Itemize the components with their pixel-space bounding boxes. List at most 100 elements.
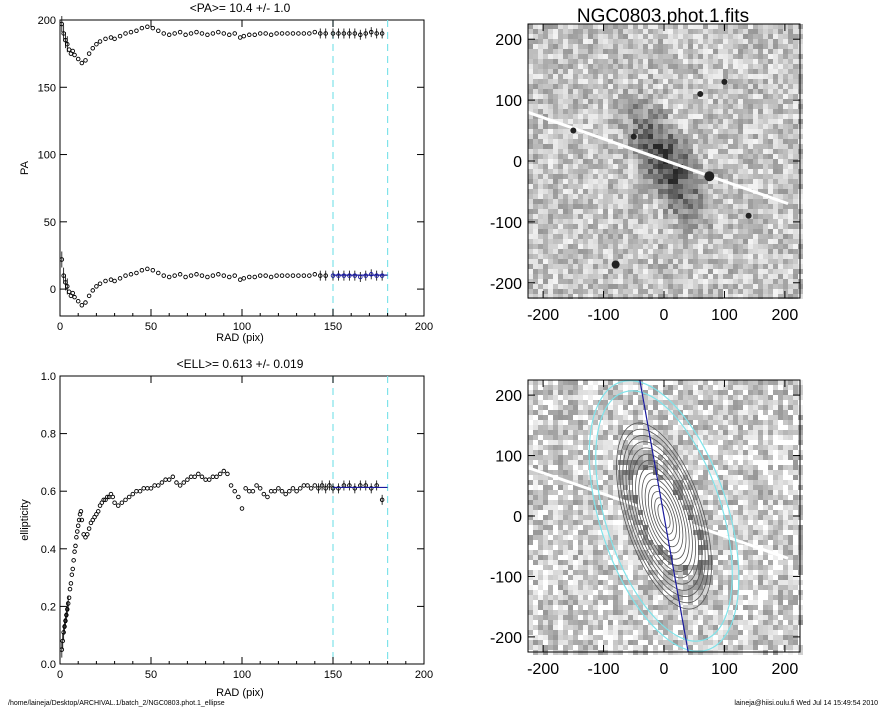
image-pixel <box>713 400 718 405</box>
image-pixel <box>583 415 588 420</box>
image-pixel <box>628 114 633 119</box>
image-pixel <box>528 104 533 109</box>
image-pixel <box>668 525 673 530</box>
image-pixel <box>763 219 768 224</box>
image-pixel <box>778 119 783 124</box>
image-pixel <box>618 149 623 154</box>
image-pixel <box>653 99 658 104</box>
image-pixel <box>763 269 768 274</box>
image-pixel <box>528 24 533 29</box>
image-pixel <box>678 134 683 139</box>
image-pixel <box>668 254 673 259</box>
image-pixel <box>613 500 618 505</box>
image-pixel <box>783 264 788 269</box>
image-pixel <box>568 49 573 54</box>
image-pixel <box>558 545 563 550</box>
image-pixel <box>588 505 593 510</box>
image-pixel <box>793 490 798 495</box>
image-pixel <box>558 455 563 460</box>
image-pixel <box>658 109 663 114</box>
image-pixel <box>698 415 703 420</box>
image-pixel <box>773 460 778 465</box>
image-pixel <box>583 164 588 169</box>
image-pixel <box>683 214 688 219</box>
image-pixel <box>683 264 688 269</box>
image-pixel <box>763 249 768 254</box>
image-pixel <box>743 219 748 224</box>
image-pixel <box>598 89 603 94</box>
image-pixel <box>783 214 788 219</box>
image-pixel <box>618 475 623 480</box>
image-pixel <box>588 139 593 144</box>
image-pixel <box>628 124 633 129</box>
image-pixel <box>783 485 788 490</box>
image-pixel <box>763 490 768 495</box>
image-pixel <box>528 154 533 159</box>
image-pixel <box>768 294 773 299</box>
image-pixel <box>573 425 578 430</box>
image-pixel <box>548 94 553 99</box>
image-pixel <box>643 545 648 550</box>
image-pixel <box>603 74 608 79</box>
image-pixel <box>728 179 733 184</box>
image-pixel <box>753 495 758 500</box>
image-pixel <box>633 199 638 204</box>
image-pixel <box>558 99 563 104</box>
image-pixel <box>753 104 758 109</box>
image-pixel <box>718 249 723 254</box>
image-pixel <box>598 430 603 435</box>
image-pixel <box>563 219 568 224</box>
image-pixel <box>668 109 673 114</box>
image-pixel <box>703 455 708 460</box>
image-pixel <box>618 234 623 239</box>
image-pixel <box>553 24 558 29</box>
image-pixel <box>733 99 738 104</box>
image-pixel <box>763 64 768 69</box>
image-pixel <box>693 179 698 184</box>
image-pixel <box>638 114 643 119</box>
image-pixel <box>758 189 763 194</box>
image-pixel <box>613 540 618 545</box>
image-pixel <box>648 515 653 520</box>
image-pixel <box>593 114 598 119</box>
image-pixel <box>758 239 763 244</box>
image-pixel <box>703 214 708 219</box>
image-pixel <box>633 179 638 184</box>
image-pixel <box>578 410 583 415</box>
image-pixel <box>678 39 683 44</box>
image-pixel <box>553 179 558 184</box>
image-pixel <box>703 179 708 184</box>
image-pixel <box>618 530 623 535</box>
image-pixel <box>768 465 773 470</box>
image-pixel <box>713 109 718 114</box>
image-pixel <box>543 269 548 274</box>
image-pixel <box>538 159 543 164</box>
image-pixel <box>608 189 613 194</box>
image-pixel <box>608 455 613 460</box>
image-pixel <box>613 194 618 199</box>
image-pixel <box>543 490 548 495</box>
image-pixel <box>698 124 703 129</box>
image-pixel <box>678 184 683 189</box>
image-pixel <box>668 400 673 405</box>
image-pixel <box>733 199 738 204</box>
image-pixel <box>688 294 693 299</box>
image-pixel <box>668 264 673 269</box>
image-pixel <box>648 259 653 264</box>
image-pixel <box>733 475 738 480</box>
image-pixel <box>793 269 798 274</box>
image-pixel <box>553 435 558 440</box>
image-pixel <box>753 54 758 59</box>
image-pixel <box>783 525 788 530</box>
image-pixel <box>628 174 633 179</box>
image-pixel <box>723 234 728 239</box>
image-pixel <box>618 194 623 199</box>
image-pixel <box>713 420 718 425</box>
image-pixel <box>748 219 753 224</box>
image-pixel <box>718 84 723 89</box>
image-pixel <box>743 465 748 470</box>
image-pixel <box>563 39 568 44</box>
image-pixel <box>623 420 628 425</box>
image-pixel <box>718 104 723 109</box>
